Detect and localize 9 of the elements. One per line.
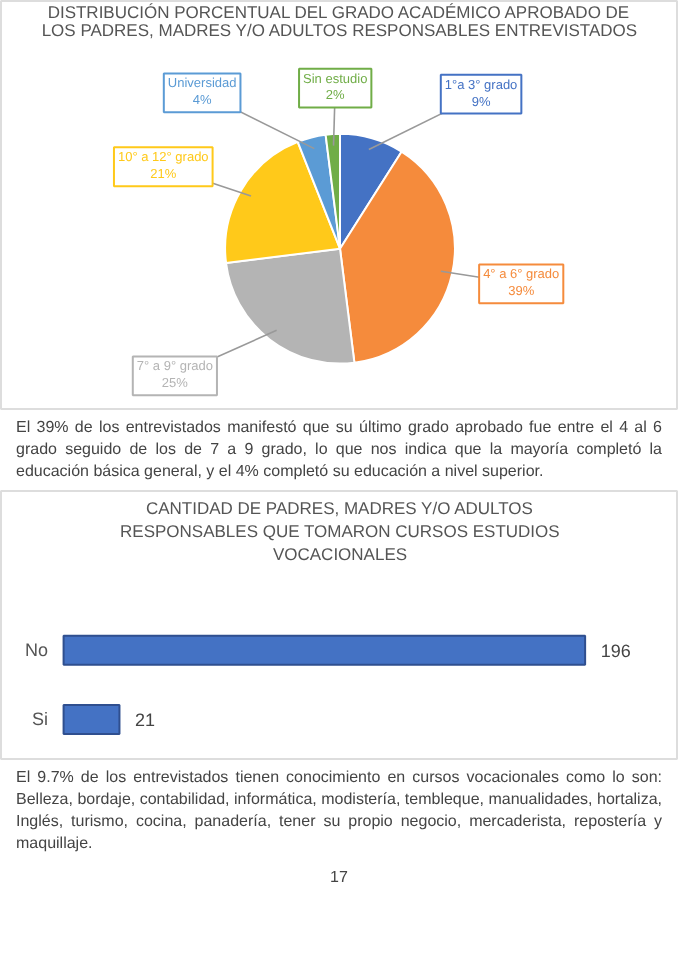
data-label: 196 <box>600 642 631 663</box>
y-tick-label: Si <box>31 710 48 731</box>
text: 17 <box>330 867 348 889</box>
text: El 9.7% de los entrevistados tienen conocimiento en cursos vocacionales como lo son: Belleza, bordaje, contabilidad, informática, modistería, tembleque, manualidades, hortaliza, Inglés, turismo, cocina, panadería, tener su propio negocio, mercaderista, repostería y maquillaje. <box>16 768 662 856</box>
data-label: 21 <box>135 711 156 732</box>
y-tick-label: No <box>24 641 48 662</box>
text: El 39% de los entrevistados manifestó que su último grado aprobado fue entre el 4 al 6 grado seguido de los de 7 a 9 grado, lo que nos indica que la mayoría completó la educación básica general, y el 4% completó su educación a nivel superior. <box>16 418 662 483</box>
chart-title: CANTIDAD DE PADRES, MADRES Y/O ADULTOS RESPONSABLES QUE TOMARON CURSOS ESTUDIOS VOCACIONALES <box>120 499 561 565</box>
chart-title: DISTRIBUCIÓN PORCENTUAL DEL GRADO ACADÉMICO APROBADO DE LOS PADRES, MADRES Y/O ADULTOS RESPONSABLES ENTREVISTADOS <box>41 2 638 41</box>
